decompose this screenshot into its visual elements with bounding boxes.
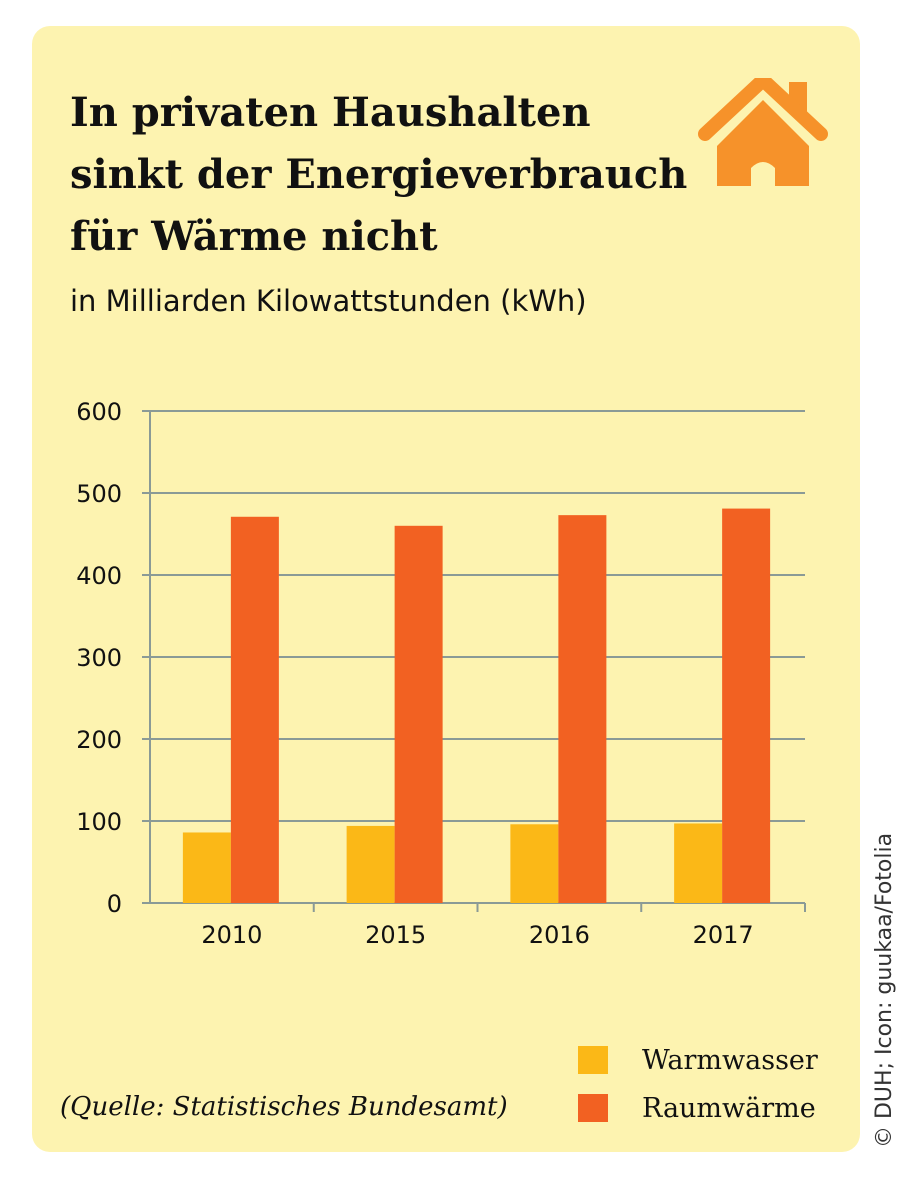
y-tick-label: 300: [76, 644, 122, 672]
x-tick-label: 2010: [201, 921, 262, 949]
legend-label-raumwaerme: Raumwärme: [642, 1092, 816, 1124]
bar-chart: 0 100 200 300 400 500 600 2010 2015 2016 2017: [76, 398, 806, 949]
bar-2015-warmwasser: [346, 825, 395, 903]
bar-2017-warmwasser: [674, 823, 723, 903]
y-tick-label: 200: [76, 726, 122, 754]
legend-item-raumwaerme: Raumwärme: [578, 1092, 816, 1124]
copyright-credit: © DUH; Icon: guukaa/Fotolia: [872, 832, 897, 1148]
bar-2017-raumwaerme: [722, 508, 771, 903]
y-tick-label: 500: [76, 480, 122, 508]
chart-card: [32, 26, 860, 1152]
legend-swatch-warmwasser: [578, 1046, 608, 1074]
legend-item-warmwasser: Warmwasser: [578, 1044, 818, 1076]
house-icon: [698, 78, 828, 186]
bar-2010-warmwasser: [182, 832, 231, 903]
legend-swatch-raumwaerme: [578, 1094, 608, 1122]
y-tick-label: 600: [76, 398, 122, 426]
source-note: (Quelle: Statistisches Bundesamt): [60, 1092, 508, 1122]
y-tick-label: 0: [107, 890, 122, 918]
bar-2016-warmwasser: [510, 824, 559, 903]
legend-label-warmwasser: Warmwasser: [642, 1044, 818, 1076]
bar-2016-raumwaerme: [558, 515, 607, 903]
bar-2015-raumwaerme: [394, 525, 443, 903]
y-tick-label: 400: [76, 562, 122, 590]
x-tick-label: 2017: [693, 921, 754, 949]
y-tick-label: 100: [76, 808, 122, 836]
chart-title: In privaten Haushalten sinkt der Energie…: [70, 89, 688, 260]
bar-2010-raumwaerme: [230, 516, 279, 903]
x-tick-label: 2016: [529, 921, 590, 949]
chart-subtitle: in Milliarden Kilowattstunden (kWh): [70, 284, 587, 318]
x-tick-label: 2015: [365, 921, 426, 949]
